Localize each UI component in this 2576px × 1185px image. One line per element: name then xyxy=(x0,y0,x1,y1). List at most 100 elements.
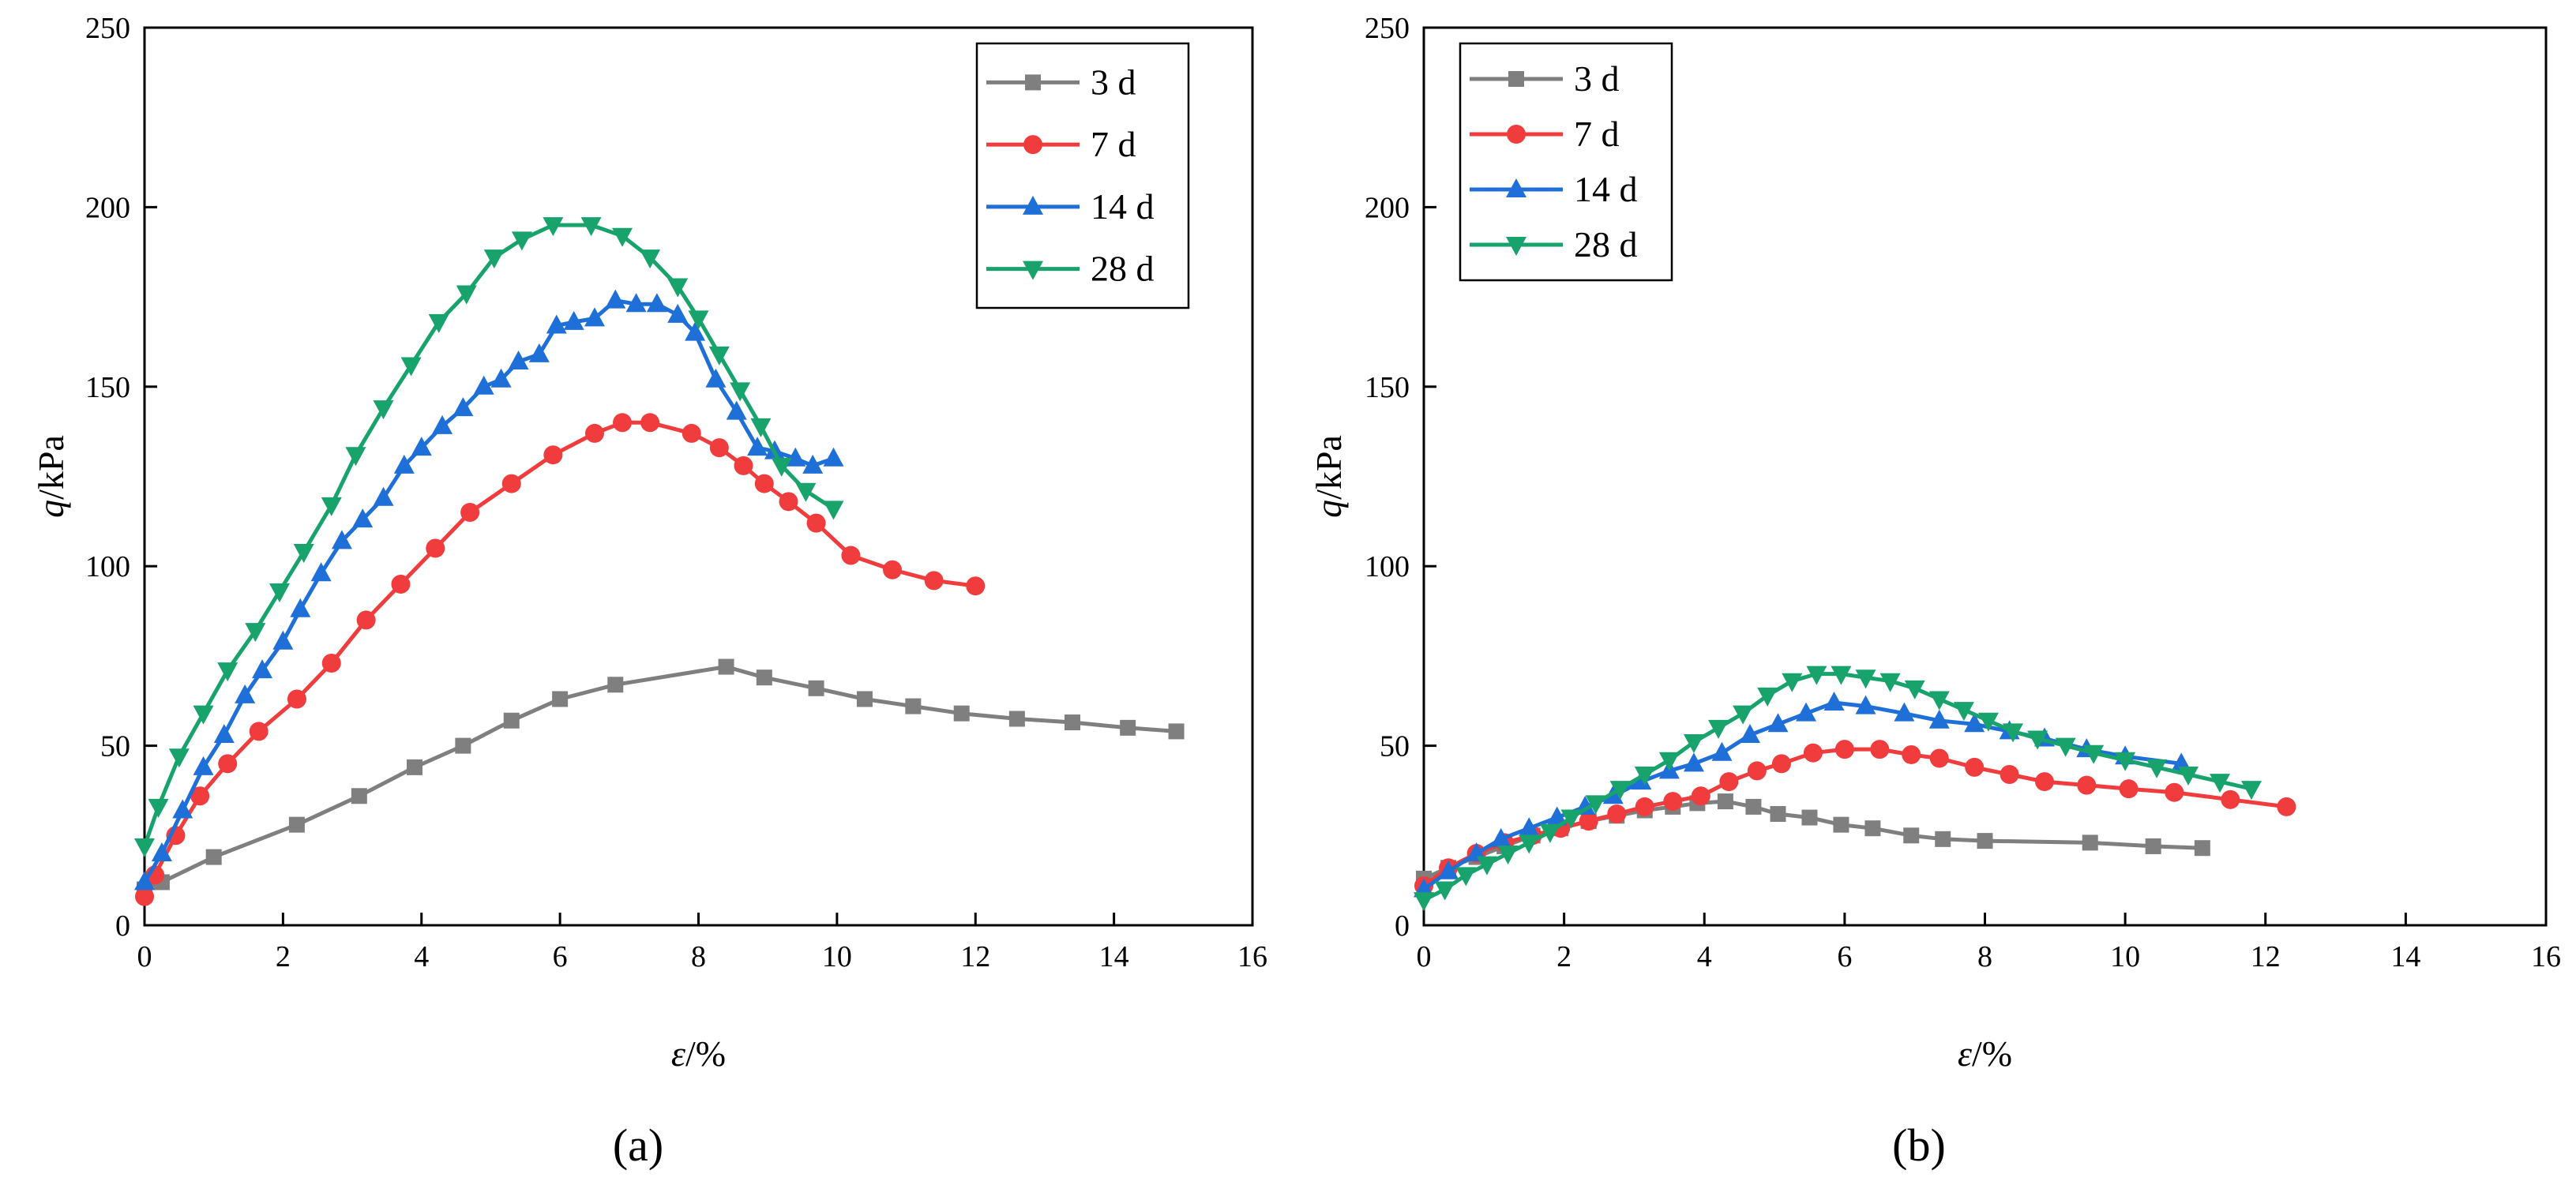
data-point xyxy=(1834,740,1854,759)
data-point xyxy=(1739,723,1760,743)
data-point xyxy=(966,576,986,596)
data-point xyxy=(1490,827,1511,847)
legend-marker xyxy=(1506,237,1526,256)
x-tick-label: 4 xyxy=(414,940,429,973)
legend-box xyxy=(1459,42,1673,282)
data-point xyxy=(235,684,256,703)
data-point xyxy=(2034,772,2054,792)
x-tick-label: 16 xyxy=(2531,940,2561,973)
x-tick-label: 16 xyxy=(1237,940,1267,973)
y-tick-label: 0 xyxy=(1395,909,1410,943)
legend-label: 7 d xyxy=(1574,114,1620,154)
data-point xyxy=(1658,752,1680,771)
data-point xyxy=(2077,775,2097,795)
data-point xyxy=(193,705,214,725)
y-tick-label: 250 xyxy=(1365,12,1410,45)
y-tick-label: 0 xyxy=(115,909,130,943)
data-point xyxy=(747,437,768,456)
panel-b: 0 2 4 6 8 10 12 14 16 0 50 100 150 200 250 ε/% q/kPa (b) 3… xyxy=(1309,12,2561,1171)
data-point xyxy=(1928,709,1950,729)
data-point xyxy=(1065,714,1081,731)
data-point xyxy=(1745,798,1762,815)
data-point xyxy=(2082,834,2098,851)
data-point xyxy=(287,689,306,709)
data-point xyxy=(148,798,169,818)
data-point xyxy=(1691,786,1710,806)
data-point xyxy=(1539,823,1560,843)
data-point xyxy=(1717,793,1733,810)
data-point xyxy=(134,871,155,891)
data-point xyxy=(685,321,706,341)
data-point xyxy=(682,423,701,443)
x-tick-label: 10 xyxy=(822,940,852,973)
data-point xyxy=(613,413,633,433)
data-point xyxy=(552,691,569,707)
data-point xyxy=(321,497,342,516)
legend-label: 7 d xyxy=(1091,124,1136,164)
data-point xyxy=(249,722,268,741)
data-point xyxy=(1747,761,1767,781)
data-point xyxy=(1782,673,1803,692)
data-point xyxy=(406,759,422,775)
y-tick-label: 200 xyxy=(1365,191,1410,224)
data-point xyxy=(2277,797,2296,816)
data-point xyxy=(508,350,529,369)
x-tick-label: 6 xyxy=(1837,940,1852,973)
x-tick-label: 14 xyxy=(2390,940,2420,973)
data-point xyxy=(771,457,792,477)
data-point xyxy=(2221,789,2240,809)
x-tick-label: 0 xyxy=(137,940,152,973)
data-point xyxy=(218,754,238,774)
data-point xyxy=(667,278,689,298)
data-point xyxy=(331,530,352,549)
data-point xyxy=(1635,797,1654,816)
legend-marker xyxy=(1023,135,1042,155)
data-point xyxy=(1771,754,1791,774)
data-point xyxy=(205,849,222,865)
legend-label: 14 d xyxy=(1574,169,1638,209)
data-point xyxy=(501,474,521,493)
data-point xyxy=(779,492,798,512)
data-point xyxy=(1935,831,1951,847)
data-point xyxy=(625,293,647,313)
x-axis-title: ε/% xyxy=(671,1033,726,1074)
x-tick-label: 8 xyxy=(1977,940,1992,973)
data-point xyxy=(432,414,453,434)
legend-marker xyxy=(1023,261,1043,280)
data-point xyxy=(1757,687,1778,707)
data-point xyxy=(607,677,624,693)
data-point xyxy=(2027,730,2048,750)
series-line xyxy=(1422,672,2252,902)
legend-marker xyxy=(1508,71,1524,87)
data-point xyxy=(1476,856,1497,876)
data-point xyxy=(460,502,480,522)
data-point xyxy=(1928,691,1950,711)
y-tick-label: 100 xyxy=(85,550,130,583)
legend-marker xyxy=(1023,195,1043,215)
data-point xyxy=(1864,820,1881,837)
data-point xyxy=(193,756,214,775)
data-point xyxy=(546,314,567,334)
data-point xyxy=(1455,867,1477,887)
data-point xyxy=(1964,713,1985,733)
data-point xyxy=(293,544,314,564)
data-point xyxy=(734,456,753,475)
data-point xyxy=(808,680,824,696)
series-3-d xyxy=(137,658,1185,898)
data-point xyxy=(151,842,172,862)
data-point xyxy=(310,562,332,582)
x-tick-label: 14 xyxy=(1099,940,1129,973)
data-point xyxy=(1806,666,1827,685)
data-point xyxy=(1414,892,1434,912)
legend-label: 14 d xyxy=(1091,186,1155,227)
data-point xyxy=(288,816,305,833)
y-tick-label: 150 xyxy=(85,371,130,404)
data-point xyxy=(1801,809,1818,826)
data-point xyxy=(705,368,727,388)
data-point xyxy=(1903,827,1920,844)
x-tick-label: 0 xyxy=(1417,940,1432,973)
y-tick-label: 200 xyxy=(85,191,130,224)
data-point xyxy=(708,346,730,366)
data-point xyxy=(2115,752,2136,771)
data-point xyxy=(1767,713,1789,733)
